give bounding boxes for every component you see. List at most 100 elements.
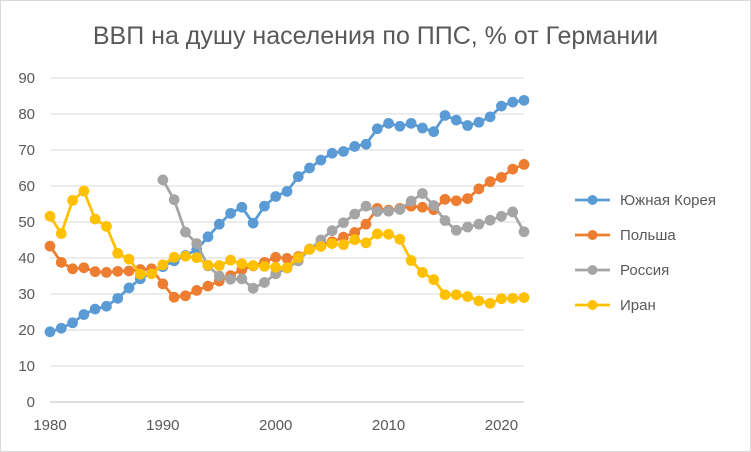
series-2-point [462, 193, 473, 204]
series-1-point [202, 231, 214, 243]
series-2-point [473, 183, 485, 195]
series-3-point [247, 282, 259, 294]
y-tick-label: 30 [18, 286, 35, 303]
series-4-point [101, 220, 112, 232]
x-tick-label: 2020 [485, 417, 518, 434]
gridlines [50, 77, 524, 403]
series-1-point [123, 282, 135, 294]
series-4-point [202, 259, 214, 271]
series-1-point [259, 200, 270, 212]
series-4-point [89, 213, 101, 225]
series-4-point [213, 260, 225, 271]
series-2-point [67, 263, 78, 275]
series-2-point [450, 195, 462, 207]
series-1-point [428, 126, 440, 138]
series-1-point [67, 317, 78, 329]
series-4-point [67, 195, 78, 206]
series-2-point [281, 252, 293, 264]
series-4-point [236, 258, 248, 270]
series-2-point [123, 265, 135, 277]
series-2-point [439, 193, 451, 205]
legend-item-3: Россия [575, 262, 669, 279]
series-3-point [213, 270, 225, 282]
series-3-point [360, 200, 372, 212]
y-tick-label: 40 [18, 250, 35, 267]
series-1-point [338, 146, 349, 157]
series-3-point [225, 273, 236, 285]
series-4-point [349, 234, 361, 246]
x-tick-label: 2010 [372, 417, 405, 434]
series-2-point [112, 265, 124, 277]
series-2-point [417, 201, 428, 213]
series-1-point [247, 217, 259, 229]
series-1-point [450, 114, 462, 126]
series-3-point [191, 238, 203, 249]
y-tick-label: 20 [18, 322, 35, 339]
series-2-point [191, 285, 203, 296]
series-3-point [462, 221, 473, 233]
series-2-point [202, 280, 214, 292]
legend-label: Россия [620, 262, 669, 279]
series-3-point [338, 217, 349, 229]
series-3-point [394, 204, 406, 215]
series-1-point [304, 162, 315, 174]
series-2-point [89, 266, 101, 278]
series-4-line [48, 189, 525, 305]
legend-item-2: Польша [575, 227, 676, 244]
y-tick-label: 60 [18, 178, 35, 195]
series-1-point [89, 303, 101, 315]
series-4-point [191, 252, 203, 264]
series-1-point [394, 120, 406, 132]
series-4-point [428, 274, 440, 285]
series-1-point [55, 322, 67, 334]
series-1-point [101, 300, 112, 312]
series-1-point [473, 116, 485, 128]
series-3-point [496, 210, 507, 222]
series-3-point [405, 195, 417, 207]
legend-label: Польша [620, 227, 676, 244]
series-1-point [270, 191, 282, 202]
legend: Южная Корея Польша Россия Иран [575, 192, 716, 314]
legend-marker [587, 195, 598, 205]
y-tick-label: 90 [18, 70, 35, 87]
series-2-point [168, 291, 180, 303]
series-3-point [383, 205, 394, 217]
series-1-point [496, 100, 507, 112]
series-4-point [270, 261, 282, 273]
series-2-point [518, 159, 530, 170]
series-3-point [518, 226, 530, 238]
series-3 [157, 174, 530, 294]
y-tick-label: 80 [18, 106, 35, 123]
series-3-point [168, 194, 180, 206]
x-axis-tick-labels: 1980 1990 2000 2010 2020 [33, 417, 518, 434]
series-3-point [349, 208, 361, 220]
series-4-point [473, 295, 485, 307]
series-4-point [315, 241, 327, 252]
series-3-point [371, 206, 383, 217]
series-4-point [281, 262, 293, 274]
x-tick-label: 2000 [259, 417, 292, 434]
series-4-point [405, 255, 417, 266]
series-4-point [157, 259, 169, 271]
series-3-point [236, 273, 248, 285]
series-3-point [428, 200, 440, 211]
series-1-point [213, 218, 225, 230]
series-4-point [78, 185, 90, 197]
series-4 [44, 185, 530, 309]
legend-marker [587, 265, 598, 275]
series-4-point [44, 210, 56, 222]
series-3-point [326, 225, 338, 237]
series-2-point [44, 240, 56, 252]
series-2-point [270, 251, 282, 263]
series-4-point [326, 238, 338, 249]
legend-marker [587, 230, 598, 240]
series-4-point [360, 237, 372, 249]
series-3-point [507, 206, 519, 218]
series-group [44, 94, 530, 338]
legend-label: Южная Корея [620, 192, 716, 209]
series-4-point [518, 292, 530, 303]
series-4-point [507, 292, 519, 304]
series-4-point [462, 291, 473, 302]
series-4-point [371, 228, 383, 240]
